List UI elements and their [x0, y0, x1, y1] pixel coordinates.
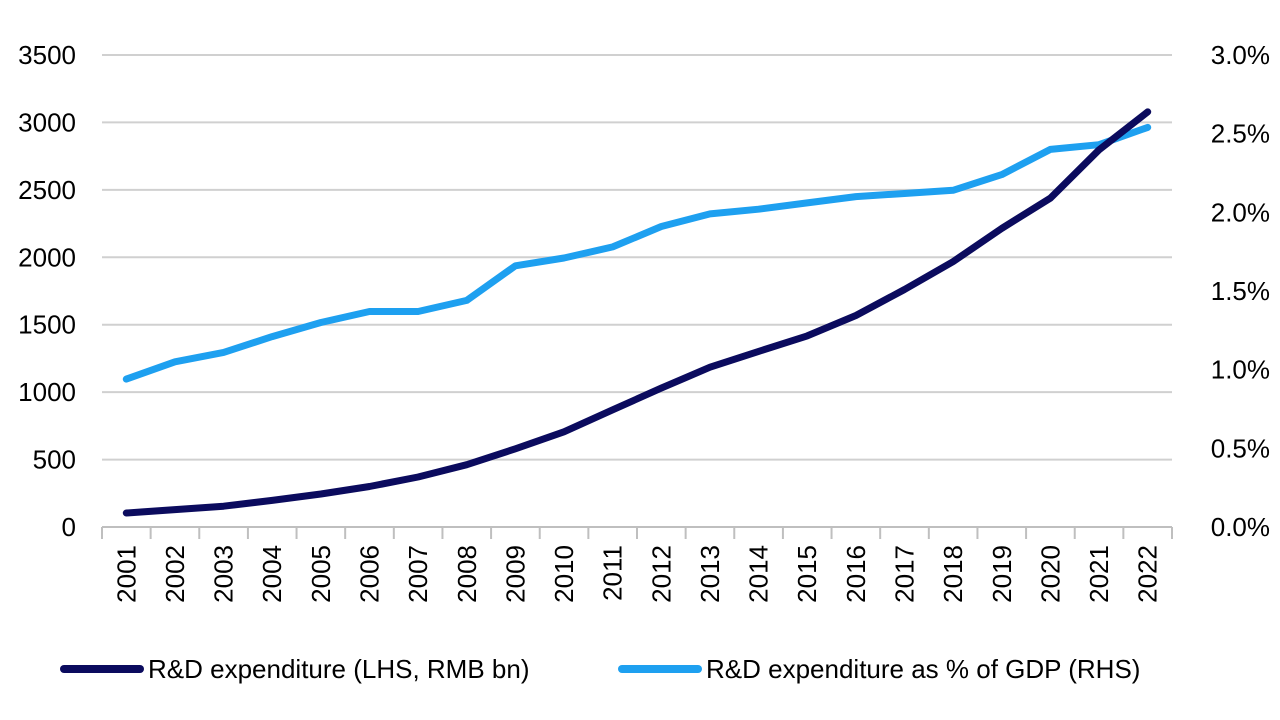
- series-lines: [122, 108, 1152, 517]
- left-axis-tick-label: 0: [62, 512, 76, 542]
- left-axis-tick-label: 3000: [18, 107, 76, 137]
- x-axis-tick-label: 2003: [209, 545, 239, 603]
- x-axis-tick-label: 2004: [257, 545, 287, 603]
- x-axis-tick-label: 2018: [938, 545, 968, 603]
- x-axis-tick-label: 2005: [306, 545, 336, 603]
- right-axis-tick-label: 3.0%: [1211, 40, 1270, 70]
- left-axis-tick-label: 500: [33, 445, 76, 475]
- x-axis-tick-label: 2022: [1133, 545, 1163, 603]
- legend-label-rd-pct-gdp: R&D expenditure as % of GDP (RHS): [706, 654, 1140, 684]
- x-axis-tick-label: 2013: [695, 545, 725, 603]
- right-y-axis: 0.0% 0.5% 1.0% 1.5% 2.0% 2.5% 3.0%: [1211, 40, 1270, 542]
- left-axis-tick-label: 2500: [18, 175, 76, 205]
- x-axis-tick-label: 2020: [1035, 545, 1065, 603]
- x-axis-tick-label: 2002: [160, 545, 190, 603]
- series-line-rd-pct-gdp: [122, 123, 1152, 383]
- right-axis-tick-label: 0.5%: [1211, 433, 1270, 463]
- x-axis-tick-label: 2006: [355, 545, 385, 603]
- x-axis-tick-label: 2008: [452, 545, 482, 603]
- x-axis-tick-label: 2019: [987, 545, 1017, 603]
- right-axis-tick-label: 0.0%: [1211, 512, 1270, 542]
- x-axis-tick-label: 2011: [598, 545, 628, 601]
- legend: R&D expenditure (LHS, RMB bn) R&D expend…: [60, 654, 1140, 684]
- x-axis-tick-label: 2017: [890, 545, 920, 603]
- x-axis-tick-label: 2021: [1084, 545, 1114, 603]
- x-axis-tick-label: 2010: [549, 545, 579, 603]
- legend-label-rd-expenditure: R&D expenditure (LHS, RMB bn): [148, 654, 529, 684]
- x-axis-tick-label: 2012: [646, 545, 676, 603]
- x-axis-tick-label: 2016: [841, 545, 871, 603]
- left-axis-tick-label: 2000: [18, 242, 76, 272]
- x-axis-tick-label: 2001: [111, 545, 141, 603]
- x-axis-tick-label: 2014: [744, 545, 774, 603]
- right-axis-tick-label: 1.0%: [1211, 355, 1270, 385]
- x-axis-tick-label: 2009: [500, 545, 530, 603]
- x-axis: [101, 526, 1173, 539]
- right-axis-tick-label: 1.5%: [1211, 276, 1270, 306]
- x-axis-tick-label: 2007: [403, 545, 433, 603]
- left-axis-tick-label: 3500: [18, 40, 76, 70]
- left-axis-tick-label: 1000: [18, 377, 76, 407]
- series-line-rd-expenditure: [122, 108, 1152, 517]
- right-axis-tick-label: 2.0%: [1211, 197, 1270, 227]
- left-y-axis: 0 500 1000 1500 2000 2500 3000 3500: [18, 40, 76, 542]
- left-axis-tick-label: 1500: [18, 310, 76, 340]
- right-axis-tick-label: 2.5%: [1211, 119, 1270, 149]
- x-axis-tick-labels: 2001 2002 2003 2004 2005 2006 2007 2008 2009 2010…: [111, 545, 1162, 603]
- x-axis-tick-label: 2015: [792, 545, 822, 603]
- gridlines: [102, 54, 1172, 461]
